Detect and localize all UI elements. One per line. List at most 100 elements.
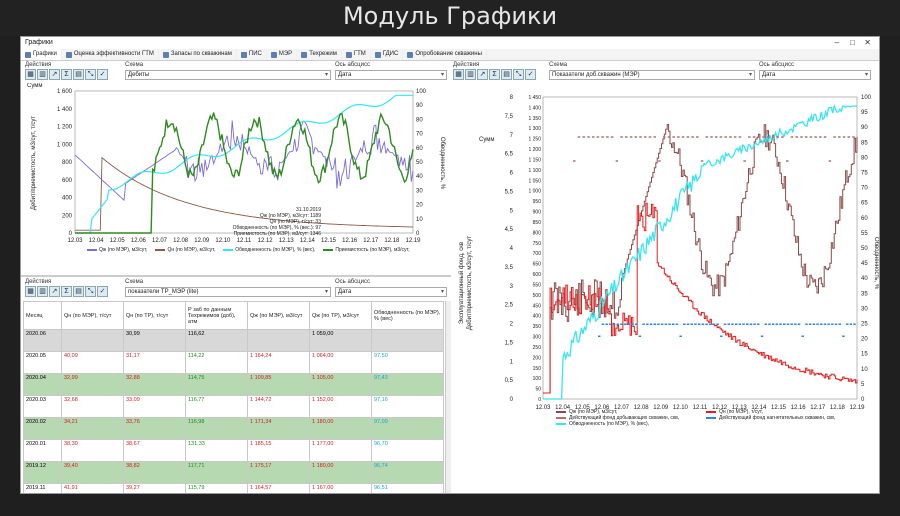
tab-2[interactable]: Запасы по скважинам [159, 49, 237, 60]
tab-3[interactable]: ПИС [237, 49, 267, 60]
sum-icon[interactable]: Σ [489, 69, 500, 80]
x-tick-label: 12.17 [810, 405, 826, 411]
column-header[interactable]: Месяц [23, 301, 62, 330]
table-cell: 2020.02 [23, 417, 62, 440]
column-header[interactable]: Qн (по МЭР), т/сут [61, 301, 124, 330]
table-row[interactable]: 2019.12 39,40 38,82 117,71 1 175,17 1 180,00 9… [23, 461, 444, 484]
scheme-select[interactable]: Дебиты ▾ [125, 70, 331, 80]
scale-icon[interactable]: ⤡ [513, 69, 524, 80]
table-row[interactable]: 2020.02 34,21 33,76 116,98 1 171,34 1 180,00 9… [23, 417, 444, 440]
y-outer-tick-label: 3,5 [505, 265, 514, 271]
bottom-scheme-select[interactable]: показатели TP_MЭР (lite) ▾ [125, 287, 331, 297]
table-icon[interactable]: ▤ [73, 69, 84, 80]
y-inner-tick-label: 950 [533, 199, 542, 205]
check-icon[interactable]: ✓ [525, 69, 536, 80]
sum-icon[interactable]: Σ [61, 69, 72, 80]
prod-fund-marker [620, 136, 623, 138]
legend-item[interactable]: Обводненность (по МЭР), % (вес), [553, 421, 703, 427]
table-cell [371, 329, 444, 352]
right-chart[interactable]: Сумм00,511,522,533,544,555,566,577,58050… [451, 83, 880, 423]
line-chart-icon[interactable]: ↗ [49, 286, 60, 297]
tab-label: ПИС [248, 51, 262, 57]
table-row[interactable]: 2019.11 41,91 39,27 115,79 1 164,57 1 167,00 9… [23, 483, 444, 493]
tab-5[interactable]: Техрежим [297, 49, 342, 60]
table-icon[interactable]: ▤ [73, 286, 84, 297]
legend-item[interactable]: Qж (по МЭР), м3/сут, [85, 247, 147, 253]
tab-4[interactable]: МЭР [267, 49, 298, 60]
bottom-xaxis-select[interactable]: Дата ▾ [335, 287, 447, 297]
tab-0[interactable]: Графики [21, 49, 62, 60]
y2-tick-label: 85 [861, 140, 868, 146]
scale-icon[interactable]: ⤡ [85, 286, 96, 297]
legend-item[interactable]: Приемистость (по МЭР), м3/сут, [321, 247, 410, 253]
y2-tick-label: 35 [861, 291, 868, 297]
inj-fund-marker [753, 323, 756, 325]
table-cell: 116,77 [185, 395, 248, 418]
inj-fund-marker [609, 323, 612, 325]
close-icon[interactable]: ✕ [864, 38, 871, 47]
bar-chart-icon[interactable]: ▥ [37, 69, 48, 80]
legend-item[interactable]: Qж (по МЭР), м3/сут, [553, 409, 703, 415]
table-row[interactable]: 2020.03 32,68 33,09 116,77 1 144,72 1 152,00 9… [23, 395, 444, 418]
legend-label: Действующий фонд добывающих скважин, скв… [569, 415, 680, 421]
minimize-icon[interactable]: – [834, 38, 839, 47]
tab-label: Опробование скважины [415, 51, 482, 57]
maximize-icon[interactable]: □ [850, 38, 855, 47]
tab-1[interactable]: Оценка эффективности ГТМ [62, 49, 159, 60]
bar-chart-icon[interactable]: ▥ [465, 69, 476, 80]
column-header[interactable]: Р заб по данным Техрежимов (доб), атм [185, 301, 248, 330]
column-header[interactable]: Обводненность (по МЭР), % (вес) [371, 301, 444, 330]
splitter[interactable] [21, 275, 451, 277]
table-cell: 2020.04 [23, 373, 62, 396]
scale-icon[interactable]: ⤡ [85, 69, 96, 80]
table-cell: 2020.05 [23, 351, 62, 374]
tab-6[interactable]: ГТМ [342, 49, 371, 60]
grid-icon[interactable]: ▦ [25, 286, 36, 297]
legend-item[interactable]: Обводненность (по МЭР), % (вес), [221, 247, 315, 253]
table-row[interactable]: 2020.01 38,30 38,67 131,33 1 185,15 1 177,00 9… [23, 439, 444, 462]
inj-fund-marker [734, 323, 738, 325]
column-header[interactable]: Qж (по ТР), м3/сут [309, 301, 372, 330]
prod-fund-marker [771, 136, 775, 138]
y2-tick-label: 100 [416, 89, 427, 95]
prod-fund-marker [582, 136, 585, 138]
table-row[interactable]: 2020.04 32,99 32,88 114,75 1 109,85 1 105,00 9… [23, 373, 444, 396]
legend-item[interactable]: Qн (по МЭР), м3/сут, [153, 247, 215, 253]
inj-fund-marker [831, 323, 834, 325]
column-header[interactable]: Qн (по ТР), т/сут [123, 301, 186, 330]
check-icon[interactable]: ✓ [97, 69, 108, 80]
legend-item[interactable]: Qн (по МЭР), т/сут, [703, 409, 853, 415]
check-icon[interactable]: ✓ [97, 286, 108, 297]
inj-fund-marker [690, 323, 693, 325]
y-inner-tick-label: 0 [538, 397, 541, 403]
table-cell: 41,91 [61, 483, 124, 493]
y2-tick-label: 90 [416, 103, 423, 109]
tab-label: ГТМ [353, 51, 366, 57]
grid-icon[interactable]: ▦ [25, 69, 36, 80]
table-cell: 38,30 [61, 439, 124, 462]
table-cell: 116,62 [185, 329, 248, 352]
bar-chart-icon[interactable]: ▥ [37, 286, 48, 297]
right-xaxis-select[interactable]: Дата ▾ [759, 70, 871, 80]
legend-item[interactable]: Действующий фонд добывающих скважин, скв… [553, 415, 703, 421]
left-chart[interactable]: Сумм 0 200 400 600 800 1 000 1 200 1 400 1 600 0 10… [21, 83, 449, 273]
legend-item[interactable]: Действующий фонд нагнетательных скважин,… [703, 415, 853, 421]
grid-icon[interactable]: ▦ [453, 69, 464, 80]
y2-axis-label: Обводненность, % [873, 237, 879, 290]
tab-8[interactable]: Опробование скважины [403, 49, 487, 60]
right-actions-label: Действия [453, 62, 480, 68]
table-icon[interactable]: ▤ [501, 69, 512, 80]
table-scrollbar[interactable] [445, 301, 451, 493]
table-row[interactable]: 2020.06 30,99 116,62 1 059,00 [23, 329, 444, 352]
table-row[interactable]: 2020.05 40,09 31,17 114,22 1 164,24 1 064,00 9… [23, 351, 444, 374]
line-chart-icon[interactable]: ↗ [477, 69, 488, 80]
xaxis-select[interactable]: Дата ▾ [335, 70, 447, 80]
sum-icon[interactable]: Σ [61, 286, 72, 297]
y-inner-tick-label: 700 [533, 251, 542, 257]
right-scheme-select[interactable]: Показатели доб.скважин (МЭР) ▾ [549, 70, 755, 80]
line-chart-icon[interactable]: ↗ [49, 69, 60, 80]
tab-7[interactable]: ГДИС [371, 49, 404, 60]
column-header[interactable]: Qж (по МЭР), м3/сут [247, 301, 310, 330]
prod-fund-marker [809, 136, 813, 138]
y2-tick-label: 50 [416, 160, 423, 166]
